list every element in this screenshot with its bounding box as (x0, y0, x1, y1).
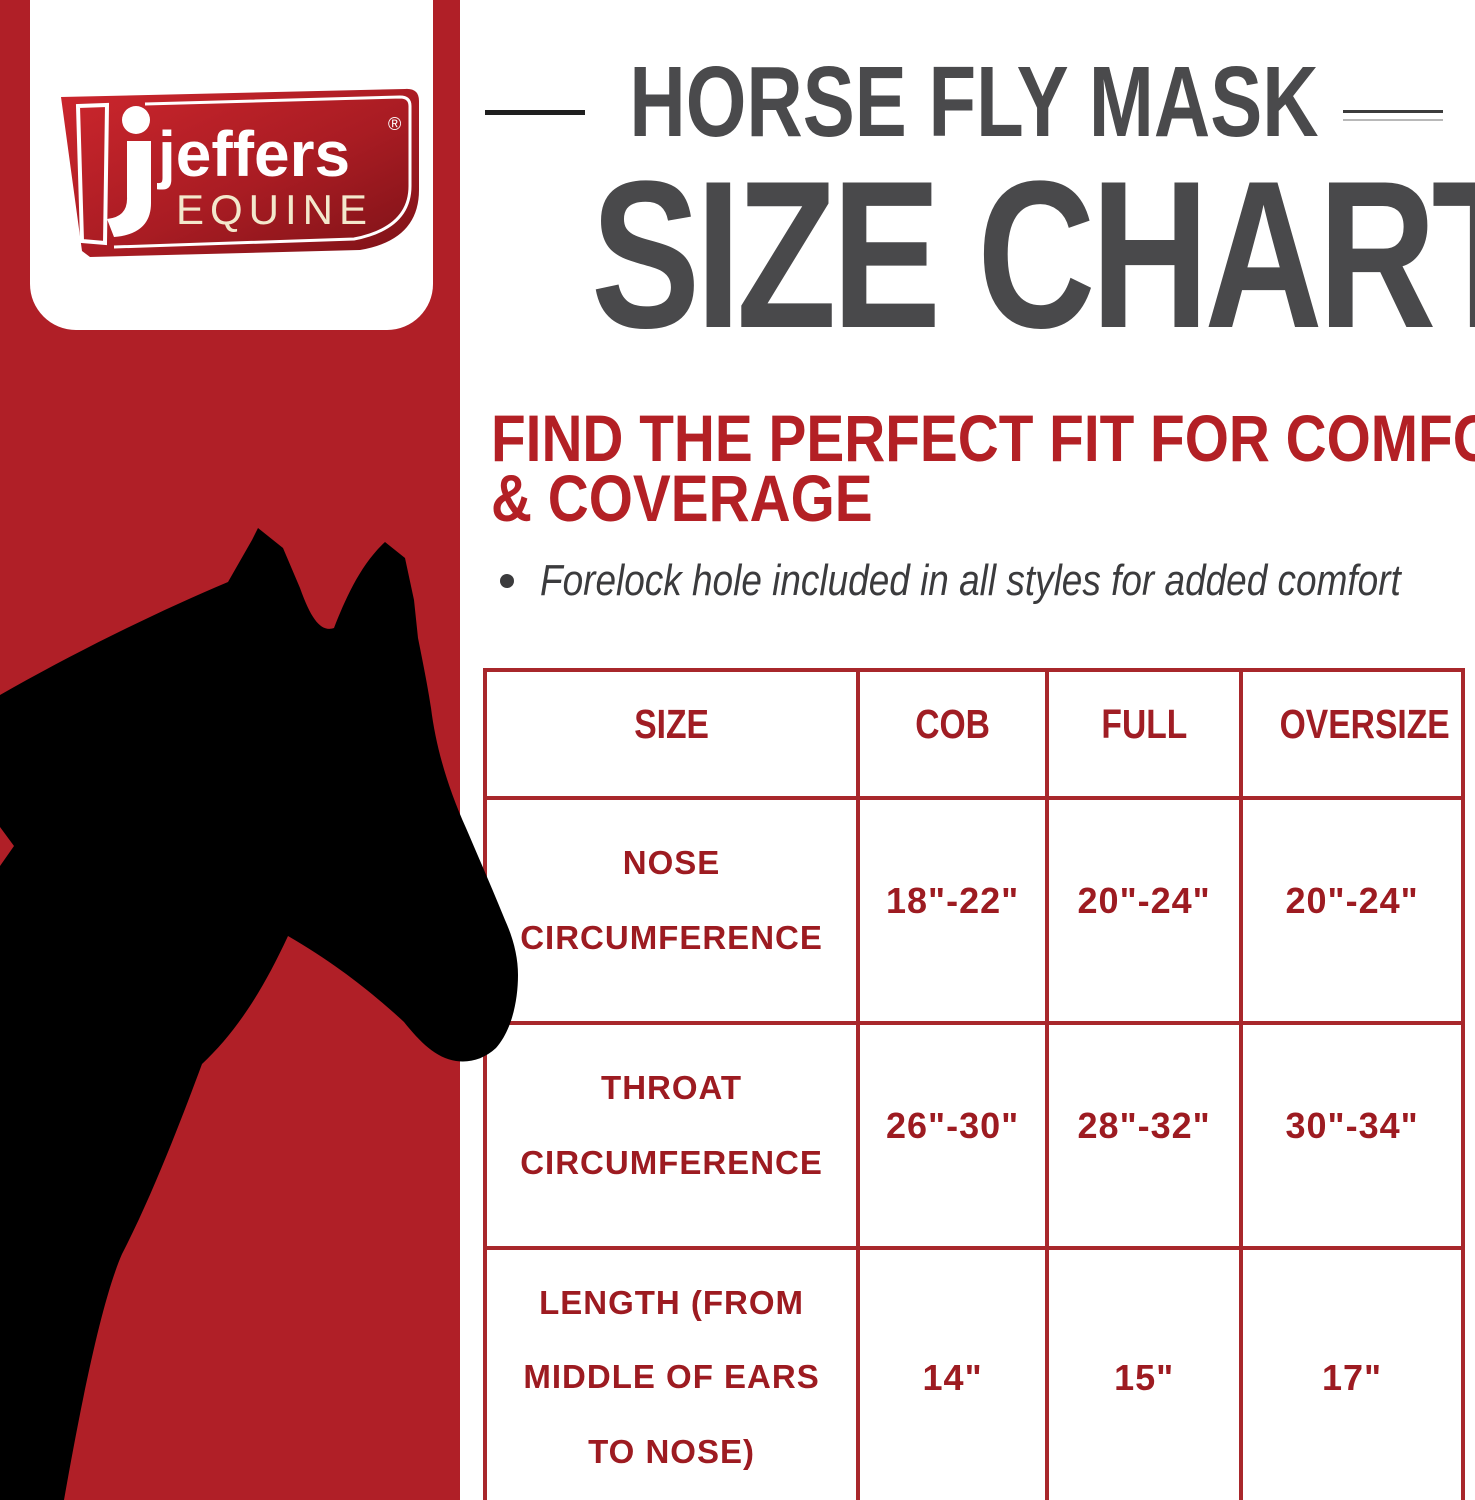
page-title: SIZE CHART (591, 137, 1475, 372)
logo-card: jeffers ® EQUINE (30, 0, 433, 330)
bullet-text: Forelock hole included in all styles for… (540, 556, 1401, 605)
cell-nose-cob: 18"-22" (885, 879, 1020, 921)
table-header-row: SIZE COB FULL OVERSIZE (482, 668, 1465, 800)
bullet-row: Forelock hole included in all styles for… (500, 556, 1475, 606)
subheading-line-1: FIND THE PERFECT FIT FOR COMFORT (491, 401, 1475, 475)
kicker-dash-right (1343, 110, 1443, 121)
col-header-cob: COB (856, 668, 1050, 800)
row-label: LENGTH (FROM MIDDLE OF EARS TO NOSE) (523, 1284, 820, 1470)
row-label: THROAT CIRCUMFERENCE (520, 1069, 823, 1181)
kicker-dash-left (485, 110, 585, 121)
subheading-line-2: & COVERAGE (491, 461, 873, 535)
col-header-oversize: OVERSIZE (1239, 668, 1465, 800)
col-header-size: SIZE (482, 668, 861, 800)
bullet-dot (500, 574, 514, 588)
logo-j-stem (107, 141, 151, 237)
cell-throat-oversize: 30"-34" (1285, 1104, 1419, 1146)
cell-throat-cob: 26"-30" (885, 1104, 1020, 1146)
table-row-length: LENGTH (FROM MIDDLE OF EARS TO NOSE) 14"… (482, 1246, 1465, 1500)
jeffers-equine-logo: jeffers ® EQUINE (61, 88, 419, 257)
logo-sub-wordmark: EQUINE (176, 186, 373, 233)
cell-nose-oversize: 20"-24" (1285, 879, 1419, 921)
cell-nose-full: 20"-24" (1077, 879, 1211, 921)
registered-mark: ® (388, 114, 401, 134)
horse-silhouette-path (0, 528, 518, 1500)
logo-inner-outline (113, 95, 412, 249)
subheading: FIND THE PERFECT FIT FOR COMFORT & COVER… (491, 405, 1475, 531)
logo-bracket (75, 102, 110, 246)
col-header-full: FULL (1045, 668, 1244, 800)
cell-length-cob: 14" (922, 1356, 983, 1398)
cell-length-full: 15" (1114, 1356, 1175, 1398)
logo-body (61, 88, 419, 257)
table-row-nose-circumference: NOSE CIRCUMFERENCE 18"-22" 20"-24" 20"-2… (482, 796, 1465, 1025)
horse-silhouette (0, 528, 518, 1500)
logo-wordmark: jeffers (157, 118, 350, 190)
cell-throat-full: 28"-32" (1077, 1104, 1211, 1146)
cell-length-oversize: 17" (1322, 1356, 1383, 1398)
kicker-row: HORSE FLY MASK (483, 52, 1465, 162)
table-row-throat-circumference: THROAT CIRCUMFERENCE 26"-30" 28"-32" 30"… (482, 1021, 1465, 1250)
row-label: NOSE CIRCUMFERENCE (520, 844, 823, 956)
logo-j-dot (122, 106, 150, 134)
size-chart-table: SIZE COB FULL OVERSIZE NOSE CIRCUMFERENC… (482, 668, 1465, 1500)
kicker-title: HORSE FLY MASK (629, 46, 1319, 158)
